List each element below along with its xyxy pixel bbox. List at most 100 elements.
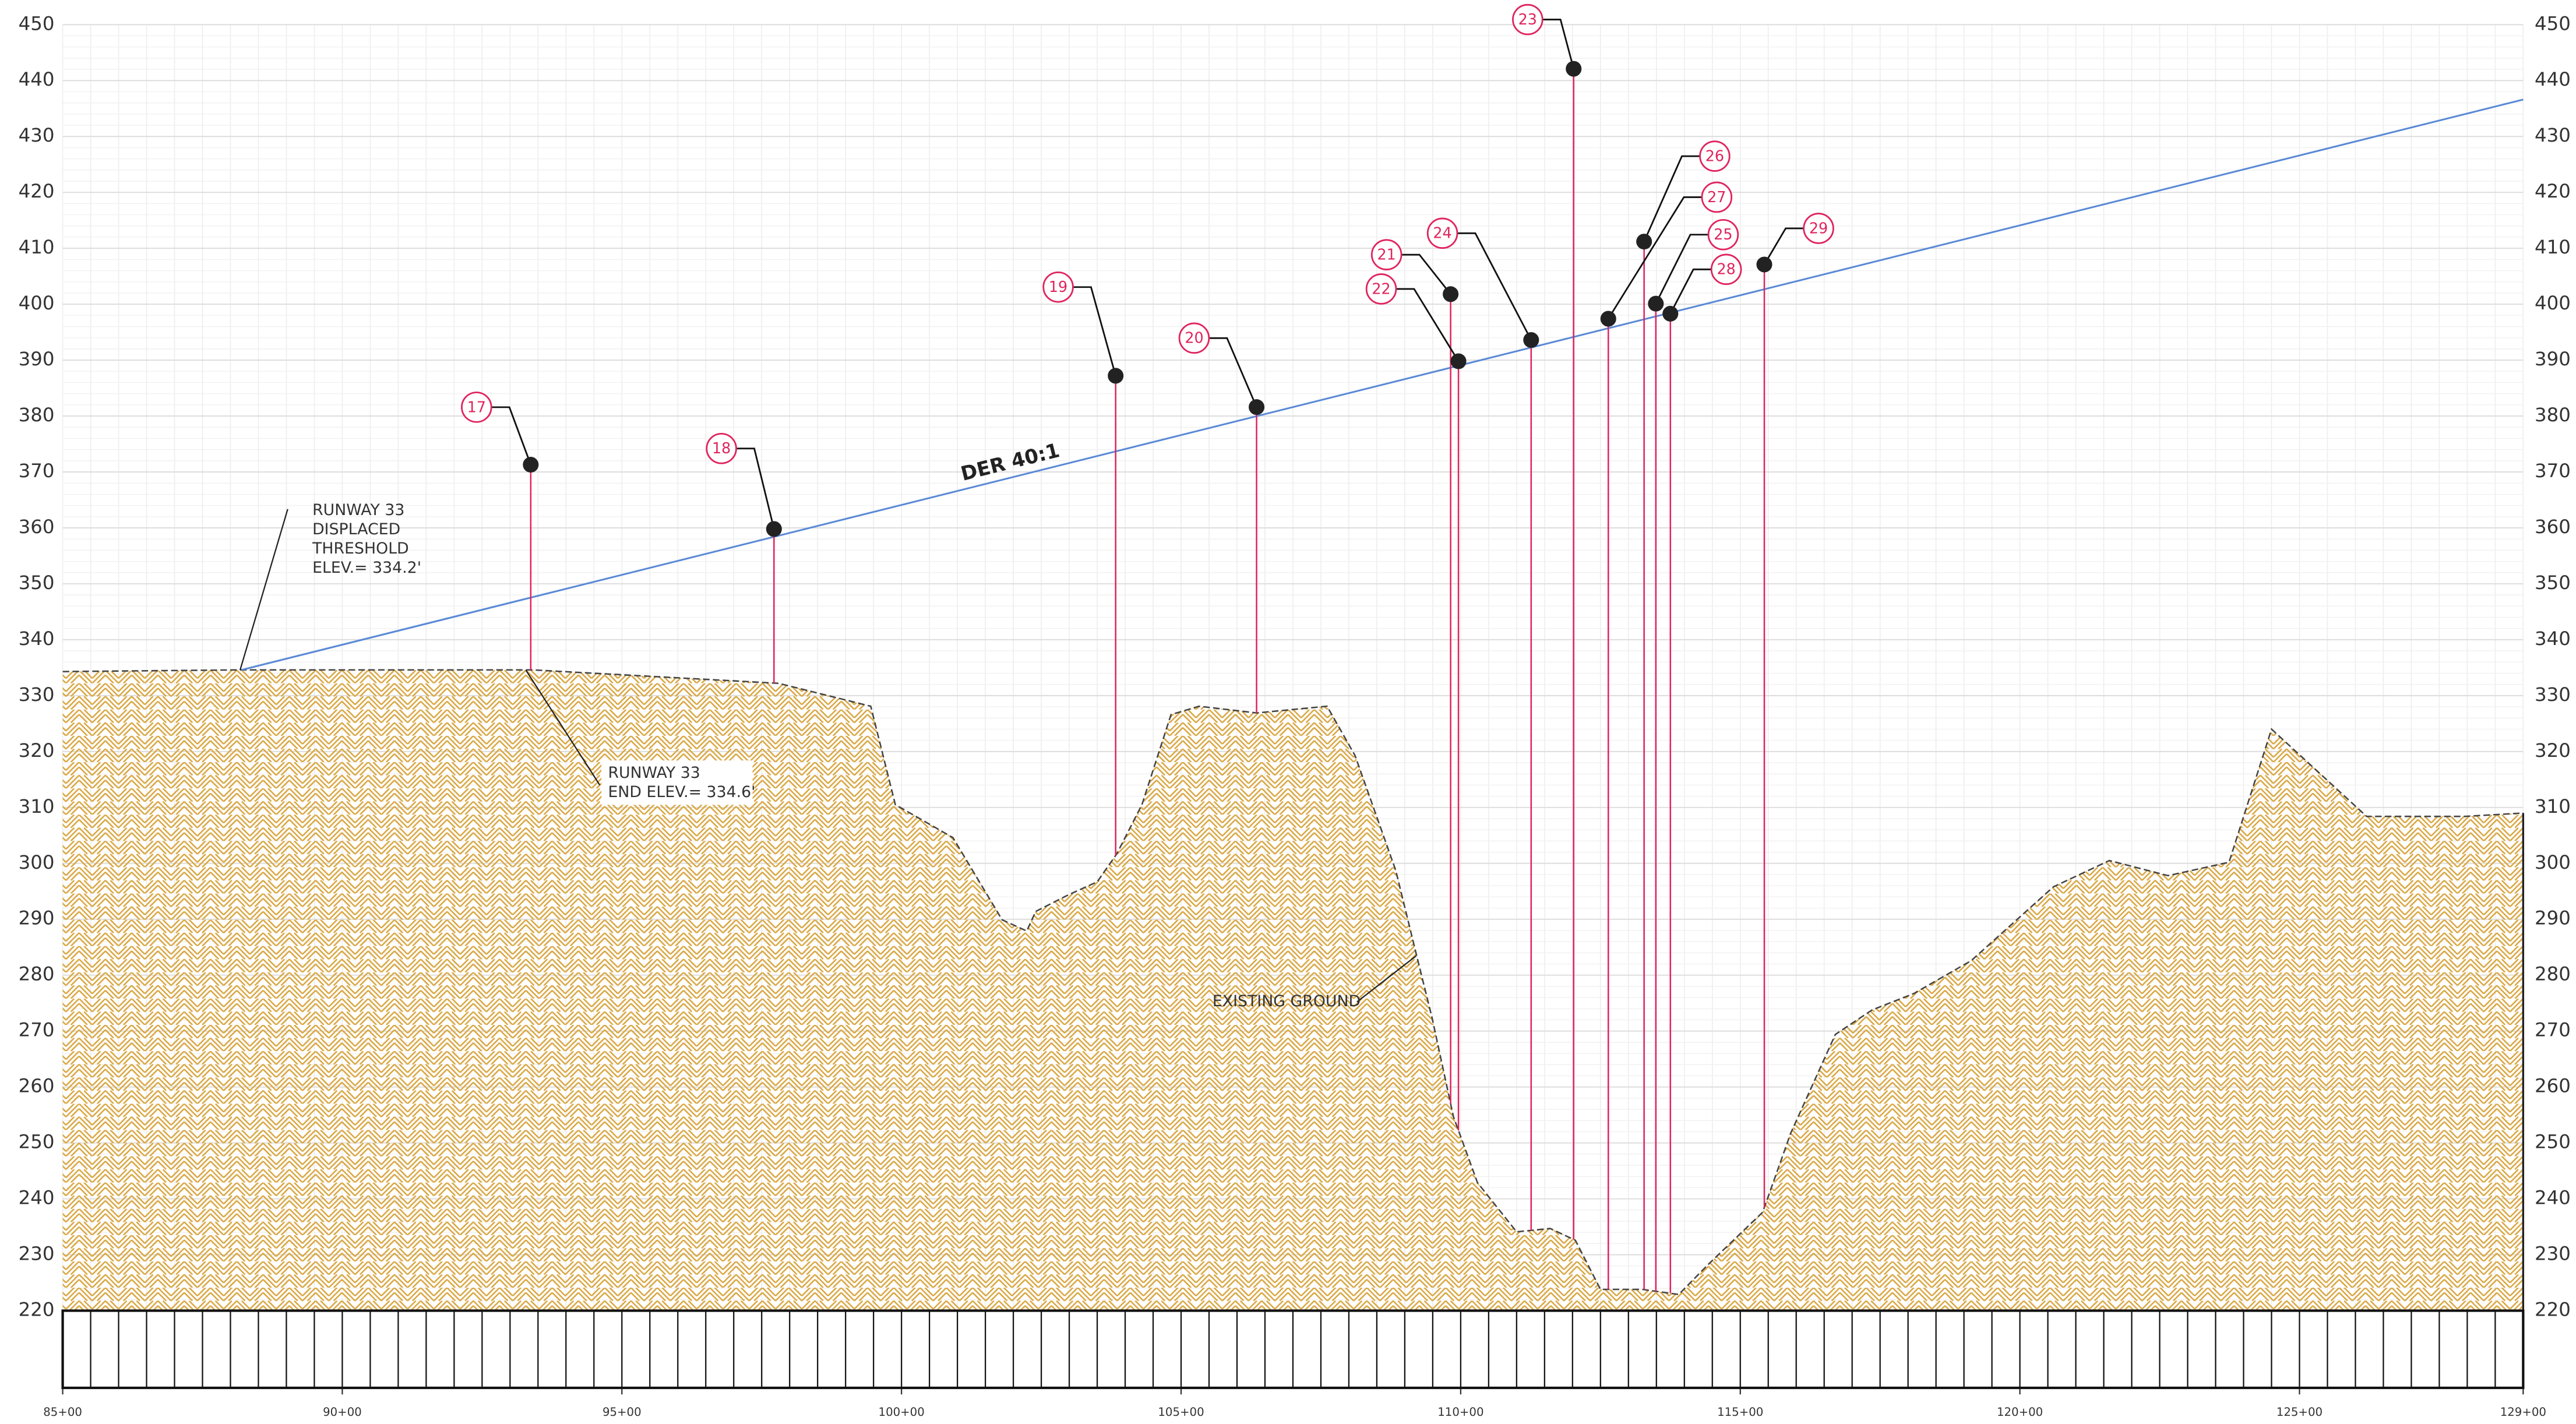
y-tick-label-right: 290 xyxy=(2535,907,2571,929)
annotation-text: EXISTING GROUND xyxy=(1213,992,1361,1010)
annotation-text: THRESHOLD xyxy=(312,540,409,558)
obstacle-label: 17 xyxy=(467,398,486,415)
obstacle-label: 29 xyxy=(1809,219,1828,237)
y-tick-label-right: 250 xyxy=(2535,1131,2571,1153)
obstacle-tag xyxy=(1042,271,1074,303)
obstacle-point xyxy=(766,521,782,537)
obstacle-point xyxy=(523,457,539,473)
annotation-text: END ELEV.= 334.6' xyxy=(608,783,755,801)
obstacle-label: 20 xyxy=(1185,329,1203,347)
y-tick-label-right: 360 xyxy=(2535,516,2571,538)
y-tick-label-right: 370 xyxy=(2535,460,2571,482)
annotation-box xyxy=(601,760,753,805)
y-tick-label: 440 xyxy=(19,68,55,90)
obstacle-label: 28 xyxy=(1717,260,1735,278)
y-tick-label-right: 450 xyxy=(2535,12,2571,34)
y-tick-label-right: 440 xyxy=(2535,68,2571,90)
y-tick-label: 220 xyxy=(19,1298,55,1320)
y-tick-label: 230 xyxy=(19,1243,55,1265)
obstacle-tag xyxy=(706,432,737,464)
y-tick-label: 330 xyxy=(19,683,55,706)
obstacle-leader xyxy=(1655,234,1709,304)
obstacle-leader xyxy=(491,406,532,466)
y-tick-label: 320 xyxy=(19,739,55,762)
obstacle-leader xyxy=(1643,155,1700,242)
obstacle-label: 24 xyxy=(1433,224,1451,242)
obstacle-tag xyxy=(1707,218,1739,251)
obstacle-leader xyxy=(1669,268,1712,315)
y-tick-label-right: 340 xyxy=(2535,628,2571,650)
y-tick-label-right: 350 xyxy=(2535,572,2571,594)
x-tick-label: 85+00 xyxy=(43,1405,82,1419)
obstacle-tag xyxy=(1701,181,1733,213)
obstacle-point xyxy=(1566,61,1582,77)
obstacle-leader xyxy=(1542,19,1575,69)
annotation-leader xyxy=(1356,955,1417,1003)
y-tick-label: 310 xyxy=(19,795,55,817)
ground-line xyxy=(62,669,2524,1296)
lines-layer xyxy=(241,69,2524,1293)
obstacle-tag xyxy=(1365,273,1397,305)
y-tick-label: 340 xyxy=(19,628,55,650)
y-tick-label-right: 420 xyxy=(2535,180,2571,202)
x-tick-label: 129+00 xyxy=(2500,1405,2546,1419)
annotation-text: ELEV.= 334.2' xyxy=(312,559,421,577)
obstacle-leader xyxy=(1608,196,1702,319)
y-tick-label: 290 xyxy=(19,907,55,929)
x-tick-label: 120+00 xyxy=(1997,1405,2043,1419)
y-tick-label-right: 240 xyxy=(2535,1187,2571,1209)
x-tick-label: 125+00 xyxy=(2277,1405,2323,1419)
y-tick-label: 270 xyxy=(19,1019,55,1041)
annotation-text: RUNWAY 33 xyxy=(312,501,404,519)
y-tick-label: 350 xyxy=(19,572,55,594)
x-tick-label: 90+00 xyxy=(323,1405,362,1419)
y-tick-label: 380 xyxy=(19,404,55,426)
surface-line xyxy=(241,98,2524,671)
y-tick-label: 430 xyxy=(19,124,55,146)
y-tick-label: 420 xyxy=(19,180,55,202)
y-tick-label-right: 410 xyxy=(2535,236,2571,258)
obstacle-leader xyxy=(1073,286,1117,376)
annotation-text: RUNWAY 33 xyxy=(608,764,700,782)
obstacle-label: 23 xyxy=(1518,10,1537,28)
x-tick-label: 110+00 xyxy=(1437,1405,1483,1419)
y-tick-label-right: 230 xyxy=(2535,1243,2571,1265)
obstacle-point xyxy=(1523,332,1539,348)
obstacle-tag xyxy=(1699,140,1731,172)
obstacle-point xyxy=(1662,305,1679,322)
y-tick-label-right: 320 xyxy=(2535,739,2571,762)
obstacle-leader xyxy=(1401,253,1451,295)
obstacle-point xyxy=(1756,256,1772,273)
y-tick-label-right: 270 xyxy=(2535,1019,2571,1041)
y-tick-label: 280 xyxy=(19,963,55,985)
y-tick-label-right: 310 xyxy=(2535,795,2571,817)
y-tick-label-right: 380 xyxy=(2535,404,2571,426)
obstacle-label: 26 xyxy=(1705,147,1724,164)
obstacle-label: 25 xyxy=(1714,225,1732,243)
annotation-leader xyxy=(525,669,601,786)
y-tick-label-right: 220 xyxy=(2535,1298,2571,1320)
y-tick-label-right: 280 xyxy=(2535,963,2571,985)
y-tick-label: 370 xyxy=(19,460,55,482)
obstacle-leader xyxy=(1763,227,1804,265)
y-tick-label-right: 330 xyxy=(2535,683,2571,706)
obstacle-point xyxy=(1443,286,1459,302)
y-tick-label: 260 xyxy=(19,1075,55,1097)
obstacle-label: 22 xyxy=(1372,280,1390,297)
x-tick-label: 100+00 xyxy=(879,1405,925,1419)
obstacle-point xyxy=(1108,368,1124,384)
y-tick-label: 400 xyxy=(19,292,55,314)
x-tick-label: 95+00 xyxy=(602,1405,642,1419)
obstacle-tag xyxy=(461,392,492,423)
y-tick-label-right: 300 xyxy=(2535,851,2571,873)
obstacle-point xyxy=(1249,399,1265,415)
ground-fill xyxy=(62,669,2524,1311)
obstacle-leader xyxy=(1208,337,1257,408)
y-tick-label: 240 xyxy=(19,1187,55,1209)
obstacle-label: 21 xyxy=(1377,246,1396,263)
x-tick-label: 105+00 xyxy=(1158,1405,1204,1419)
obstacle-tag xyxy=(1426,217,1458,249)
obstacle-point xyxy=(1636,234,1652,250)
y-tick-label: 410 xyxy=(19,236,55,258)
